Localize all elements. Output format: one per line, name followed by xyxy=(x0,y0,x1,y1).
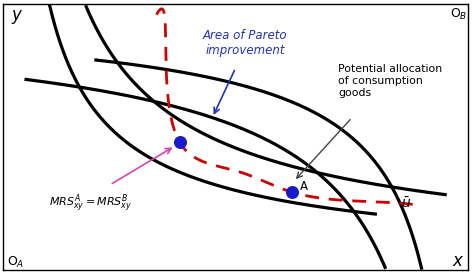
Text: $\bar{u}$: $\bar{u}$ xyxy=(401,196,411,211)
Text: x: x xyxy=(452,252,462,270)
Point xyxy=(288,190,295,194)
Text: $MRS^{A}_{xy} = MRS^{B}_{xy}$: $MRS^{A}_{xy} = MRS^{B}_{xy}$ xyxy=(49,192,133,215)
Text: y: y xyxy=(11,6,21,24)
Text: A: A xyxy=(300,180,308,193)
Text: Area of Pareto
improvement: Area of Pareto improvement xyxy=(202,29,287,57)
Text: O$_{B}$: O$_{B}$ xyxy=(450,7,467,22)
Text: O$_{A}$: O$_{A}$ xyxy=(7,255,24,270)
Point xyxy=(176,140,183,145)
Text: Potential allocation
of consumption
goods: Potential allocation of consumption good… xyxy=(338,64,442,98)
